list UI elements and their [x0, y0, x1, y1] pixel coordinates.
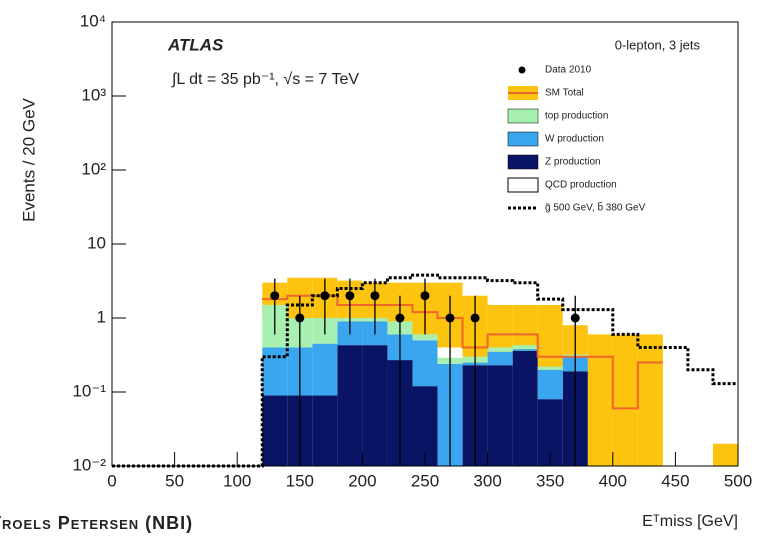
data-point	[270, 291, 280, 301]
stack-bar	[512, 345, 538, 350]
legend-label: top production	[545, 111, 608, 122]
stack-bar	[262, 347, 288, 396]
x-tick-label: 250	[411, 471, 439, 490]
legend-label: g̃ 500 GeV, b̃ 380 GeV	[545, 201, 646, 214]
x-axis-label: Eᵀmiss [GeV]	[642, 513, 738, 530]
stack-bar	[312, 343, 338, 396]
legend-label: Data 2010	[545, 65, 592, 76]
x-tick-label: 150	[286, 471, 314, 490]
stack-bar	[487, 351, 513, 366]
data-point	[420, 291, 430, 301]
sm-band	[537, 304, 563, 379]
data-point	[345, 291, 355, 301]
stack-bar	[412, 334, 438, 341]
experiment: ATLAS	[167, 35, 224, 54]
data-point	[295, 313, 305, 323]
legend-marker	[507, 154, 539, 170]
stack-bar	[312, 395, 338, 466]
legend-marker	[507, 131, 539, 147]
legend-marker	[507, 177, 539, 193]
data-point	[445, 313, 455, 323]
footer: Troels Petersen (NBI)	[0, 513, 193, 533]
legend-label: Z production	[545, 157, 601, 168]
stack-bar	[537, 369, 563, 400]
x-tick-label: 50	[165, 471, 184, 490]
y-axis-label: Events / 20 GeV	[19, 97, 38, 221]
y-tick-label: 10²	[81, 159, 106, 178]
stack-bar	[412, 340, 438, 387]
data-point	[320, 291, 330, 301]
sm-band	[587, 334, 613, 466]
sm-band	[612, 334, 638, 466]
data-point	[570, 313, 580, 323]
x-tick-label: 300	[473, 471, 501, 490]
stack-bar	[512, 349, 538, 351]
sm-band	[712, 443, 738, 466]
data-point	[370, 291, 380, 301]
x-tick-label: 450	[661, 471, 689, 490]
x-tick-label: 0	[107, 471, 116, 490]
legend-marker	[518, 66, 526, 74]
selection: 0-lepton, 3 jets	[615, 37, 701, 52]
data-point	[395, 313, 405, 323]
stack-bar	[337, 345, 363, 466]
sm-total-line	[262, 294, 663, 410]
legend-marker	[507, 108, 539, 124]
data-point	[470, 313, 480, 323]
x-tick-label: 200	[348, 471, 376, 490]
x-tick-label: 350	[536, 471, 564, 490]
stack-bar	[487, 347, 513, 352]
stack-bar	[512, 350, 538, 466]
y-tick-label: 10³	[81, 85, 106, 104]
y-tick-label: 10⁻²	[72, 455, 106, 474]
stack-bar	[537, 366, 563, 370]
y-tick-label: 1	[97, 307, 106, 326]
signal-line	[112, 273, 738, 468]
x-tick-label: 400	[599, 471, 627, 490]
y-tick-label: 10⁻¹	[72, 381, 106, 400]
y-tick-label: 10⁴	[80, 11, 106, 30]
luminosity: ∫L dt = 35 pb⁻¹, √s = 7 TeV	[171, 71, 359, 88]
legend-label: W production	[545, 134, 604, 145]
sm-band	[637, 334, 663, 466]
x-tick-label: 500	[724, 471, 752, 490]
y-tick-label: 10	[87, 233, 106, 252]
stack-bar	[362, 345, 388, 466]
legend-label: SM Total	[545, 88, 584, 99]
stack-bar	[487, 365, 513, 466]
legend-label: QCD production	[545, 180, 617, 191]
x-tick-label: 100	[223, 471, 251, 490]
stack-bar	[262, 395, 288, 466]
